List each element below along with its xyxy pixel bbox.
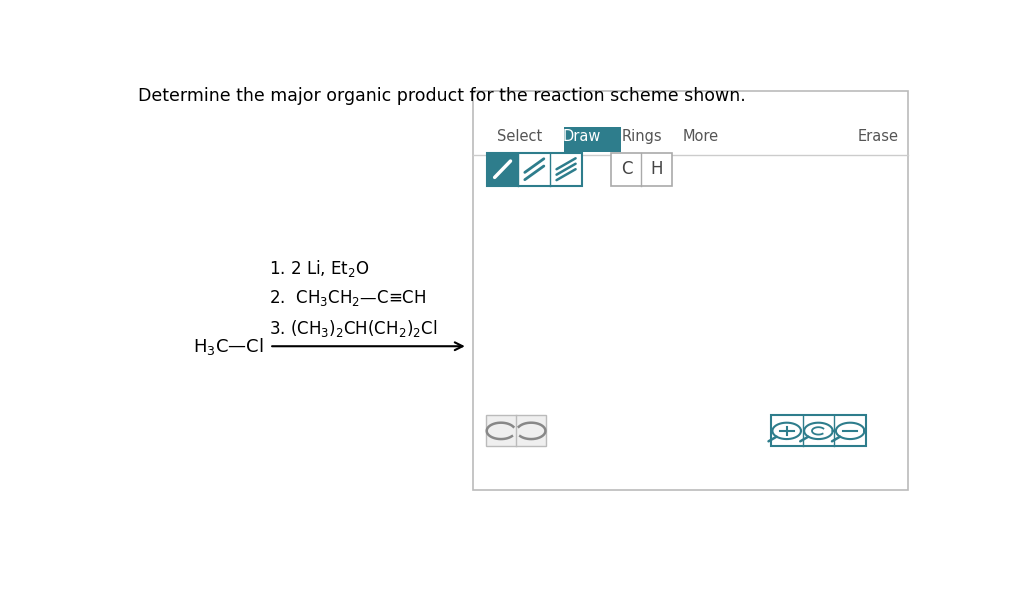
Text: C: C [621,160,632,178]
Text: H$_3$C—Cl: H$_3$C—Cl [194,336,264,357]
Text: Determine the major organic product for the reaction scheme shown.: Determine the major organic product for … [137,87,745,105]
FancyBboxPatch shape [486,153,582,186]
FancyBboxPatch shape [563,127,621,152]
Text: H: H [650,160,663,178]
Text: Erase: Erase [857,129,898,144]
Text: Select: Select [498,129,543,144]
Text: Draw: Draw [563,129,601,144]
FancyBboxPatch shape [486,415,546,446]
FancyBboxPatch shape [611,153,672,186]
Text: Rings: Rings [622,129,663,144]
Text: More: More [683,129,719,144]
FancyBboxPatch shape [473,92,908,489]
Text: 3. (CH$_3$)$_2$CH(CH$_2$)$_2$Cl: 3. (CH$_3$)$_2$CH(CH$_2$)$_2$Cl [269,317,437,339]
FancyBboxPatch shape [486,153,518,186]
FancyBboxPatch shape [771,415,866,446]
Text: 1. 2 Li, Et$_2$O: 1. 2 Li, Et$_2$O [269,258,370,280]
Text: 2.  CH$_3$CH$_2$—C≡CH: 2. CH$_3$CH$_2$—C≡CH [269,288,427,309]
